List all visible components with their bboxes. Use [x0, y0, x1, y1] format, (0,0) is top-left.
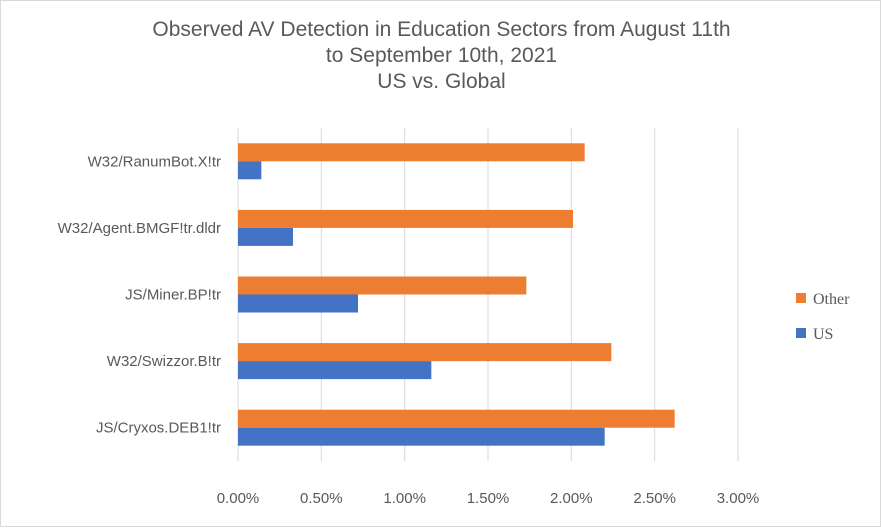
x-tick-label: 0.00%	[217, 490, 260, 507]
legend-label-other: Other	[813, 291, 850, 308]
x-tick-label: 1.50%	[467, 490, 510, 507]
bar-us	[238, 294, 358, 313]
x-tick-label: 3.00%	[717, 490, 760, 507]
x-tick-label: 0.50%	[300, 490, 343, 507]
bar-other	[238, 343, 612, 362]
legend-swatch-us	[796, 328, 806, 338]
chart-title-line-3: US vs. Global	[377, 70, 506, 93]
category-label: JS/Miner.BP!tr	[125, 287, 221, 304]
x-tick-label: 2.00%	[550, 490, 593, 507]
bar-other	[238, 209, 573, 228]
category-label: W32/Swizzor.B!tr	[107, 353, 221, 370]
bar-us	[238, 161, 262, 180]
category-label: W32/Agent.BMGF!tr.dldr	[58, 220, 221, 237]
bar-other	[238, 409, 675, 428]
chart-title-line-1: Observed AV Detection in Education Secto…	[152, 18, 731, 41]
x-tick-label: 2.50%	[633, 490, 676, 507]
bar-other	[238, 276, 527, 295]
category-label: W32/RanumBot.X!tr	[88, 153, 221, 170]
bar-other	[238, 143, 585, 162]
legend-label-us: US	[813, 326, 833, 343]
bar-us	[238, 427, 605, 446]
chart-title: Observed AV Detection in Education Secto…	[1, 17, 881, 95]
bar-us	[238, 227, 293, 246]
chart-title-line-2: to September 10th, 2021	[325, 44, 558, 67]
x-tick-label: 1.00%	[383, 490, 426, 507]
bar-us	[238, 361, 432, 380]
category-label: JS/Cryxos.DEB1!tr	[96, 420, 221, 437]
legend-swatch-other	[796, 293, 806, 303]
